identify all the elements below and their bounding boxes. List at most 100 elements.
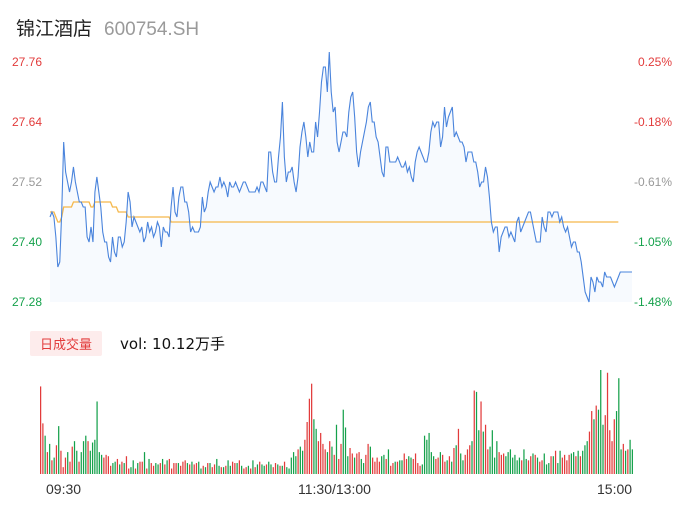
- volume-bar: [372, 457, 374, 474]
- volume-bar: [448, 456, 451, 474]
- volume-bar: [403, 453, 405, 474]
- volume-bar: [211, 467, 213, 474]
- volume-bar: [216, 458, 218, 474]
- volume-bar: [426, 439, 428, 474]
- volume-bar: [455, 445, 457, 474]
- volume-bar: [439, 452, 441, 474]
- volume-bar: [394, 461, 396, 474]
- volume-bar: [423, 435, 426, 474]
- volume-bar: [231, 461, 234, 474]
- volume-bar: [265, 464, 268, 474]
- volume-bar: [559, 450, 561, 474]
- volume-bar: [175, 463, 177, 474]
- volume-bar: [195, 463, 198, 474]
- volume-bar: [236, 463, 238, 474]
- volume-bar: [457, 428, 460, 474]
- volume-bar: [392, 463, 394, 474]
- volume-bar: [331, 446, 333, 474]
- volume-bar: [514, 454, 516, 474]
- volume-bar: [261, 464, 263, 474]
- volume-bar: [473, 390, 475, 474]
- volume-bar: [554, 450, 557, 474]
- volume-bar: [71, 446, 73, 474]
- volume-bar: [76, 450, 78, 474]
- volume-bar: [462, 460, 464, 474]
- volume-bar: [340, 443, 342, 474]
- volume-bar: [586, 441, 588, 474]
- volume-bar: [480, 401, 482, 474]
- volume-bar: [557, 463, 559, 474]
- volume-bar: [417, 463, 419, 474]
- volume-bar: [51, 460, 53, 474]
- volume-bar: [326, 452, 329, 474]
- y-tick-percent: -0.18%: [634, 115, 672, 129]
- volume-bar: [453, 448, 455, 474]
- volume-bar: [44, 435, 46, 474]
- volume-bar: [69, 461, 71, 474]
- volume-bar: [191, 461, 193, 474]
- volume-bar: [241, 465, 243, 474]
- volume-bar: [279, 465, 281, 474]
- volume-bar: [387, 449, 390, 474]
- volume-bar: [189, 464, 191, 474]
- volume-bar: [446, 460, 448, 474]
- volume-bar: [615, 411, 618, 474]
- volume-bar: [234, 463, 236, 474]
- volume-bar: [159, 463, 161, 474]
- volume-bar: [419, 465, 421, 474]
- volume-bar: [173, 463, 175, 474]
- volume-bar: [218, 465, 220, 474]
- volume-bar: [177, 463, 180, 474]
- volume-bar: [374, 461, 376, 474]
- volume-bar: [229, 465, 231, 474]
- volume-bar: [563, 454, 566, 474]
- volume-bar: [301, 450, 304, 474]
- volume-bar: [471, 441, 473, 474]
- volume-bar: [606, 372, 609, 474]
- volume-bar: [87, 441, 89, 474]
- volume-bar: [283, 461, 286, 474]
- volume-bar: [401, 460, 403, 474]
- volume-bar: [180, 465, 182, 474]
- volume-bar: [620, 449, 622, 474]
- volume-bar: [430, 452, 432, 474]
- volume-bar: [116, 458, 119, 474]
- volume-bar: [58, 426, 60, 474]
- volume-bar: [272, 467, 274, 474]
- volume-bar: [254, 467, 256, 474]
- volume-bar: [500, 454, 502, 474]
- volume-bar: [396, 461, 399, 474]
- volume-bar: [288, 468, 290, 474]
- volume-bar: [91, 442, 94, 474]
- volume-bar: [460, 453, 462, 474]
- volume-bar: [365, 454, 367, 474]
- volume-bar: [89, 450, 91, 474]
- volume-indicator-bar: 日成交量 vol: 10.12万手: [30, 331, 225, 356]
- volume-bar: [381, 456, 383, 474]
- volume-bar: [80, 452, 82, 474]
- volume-bar: [308, 398, 311, 474]
- volume-bar: [324, 449, 326, 474]
- volume-bar: [130, 467, 132, 474]
- volume-bar: [146, 468, 148, 474]
- volume-bar: [96, 401, 98, 474]
- volume-bar: [107, 456, 109, 474]
- volume-bar: [478, 430, 480, 474]
- volume-bar: [114, 461, 116, 474]
- volume-bar: [119, 464, 121, 474]
- volume-bar: [64, 457, 67, 474]
- volume-bar: [247, 465, 250, 474]
- volume-bar: [602, 424, 604, 474]
- volume-bar: [274, 463, 277, 474]
- indicator-selector[interactable]: 日成交量: [30, 331, 103, 356]
- volume-bar: [85, 435, 87, 474]
- volume-bar: [414, 453, 417, 474]
- volume-bar: [263, 465, 265, 474]
- volume-bar: [315, 428, 317, 474]
- volume-bar: [243, 468, 245, 474]
- volume-bar: [40, 386, 42, 474]
- volume-bar: [367, 443, 369, 474]
- volume-bar: [475, 391, 478, 474]
- volume-bar: [227, 460, 229, 474]
- volume-bar: [161, 458, 164, 474]
